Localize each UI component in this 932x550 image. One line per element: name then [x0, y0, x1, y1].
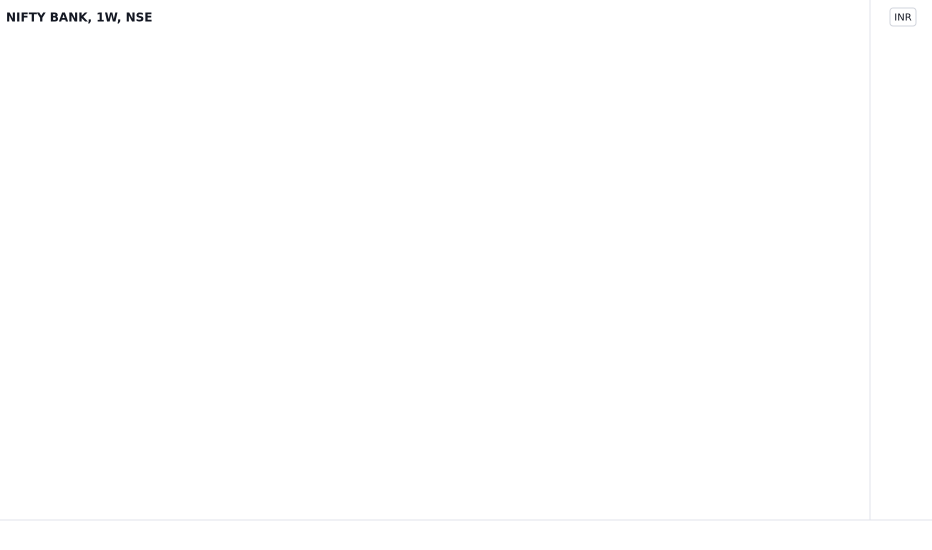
chart-title: NIFTY BANK, 1W, NSE — [6, 11, 153, 25]
currency-button[interactable] — [889, 7, 917, 27]
currency[interactable]: INR — [894, 13, 911, 24]
